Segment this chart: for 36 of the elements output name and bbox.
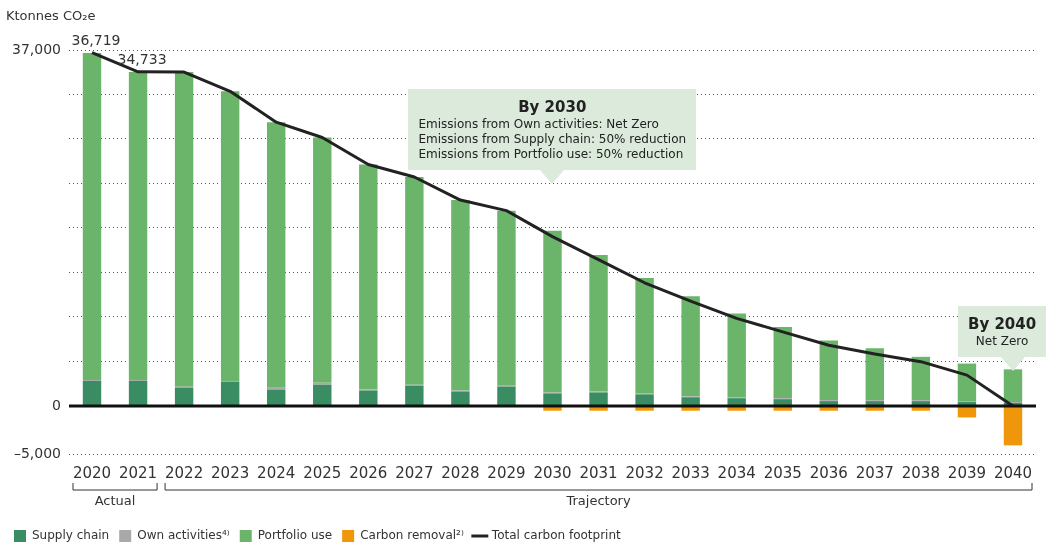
x-tick-label: 2038 (901, 463, 940, 482)
y-axis-title: Ktonnes CO₂e (6, 8, 96, 23)
x-tick-label: 2033 (671, 463, 710, 482)
text: Trajectory (565, 492, 631, 508)
legend-label: Supply chain (32, 528, 110, 543)
x-tick-label: 2031 (579, 463, 618, 482)
x-tick-label: 2029 (487, 463, 526, 482)
legend-label: Carbon removal²⁾ (360, 528, 464, 543)
legend-label: Portfolio use (257, 528, 333, 543)
data-label: 34,733 (117, 51, 167, 68)
x-tick-label: 2027 (395, 463, 434, 482)
x-tick-label: 2032 (625, 463, 664, 482)
text: Actual (94, 492, 136, 508)
annotation: By 2040 Net Zero (968, 314, 1037, 349)
legend-label: Total carbon footprint (490, 528, 622, 543)
x-tick-label: 2020 (72, 463, 112, 482)
x-tick-label: 2024 (257, 463, 296, 482)
y-tick-label: 0 (52, 396, 61, 413)
x-tick-label: 2023 (211, 463, 250, 482)
x-tick-label: 2039 (947, 463, 987, 482)
x-tick-label: 2022 (165, 463, 204, 482)
x-tick-label: 2025 (303, 463, 342, 482)
x-tick-label: 2035 (763, 463, 802, 482)
x-tick-label: 2030 (533, 463, 572, 482)
x-tick-label: 2040 (993, 463, 1033, 482)
x-tick-label: 2037 (855, 463, 894, 482)
legend-label: Own activities⁴⁾ (137, 528, 230, 543)
y-tick-label: 37,000 (11, 40, 61, 57)
data-label: 36,719 (71, 32, 121, 49)
x-tick-label: 2026 (349, 463, 388, 482)
x-tick-label: 2034 (717, 463, 756, 482)
x-tick-label: 2028 (441, 463, 480, 482)
annotation: By 2030 Emissions from Own activities: Net Zero Emissions from Supply chain: 50% reduction Emissions from Portfolio use: 50% reduction (418, 97, 687, 162)
y-tick-label: –5,000 (13, 444, 61, 461)
x-tick-label: 2021 (118, 463, 158, 482)
x-tick-label: 2036 (809, 463, 848, 482)
